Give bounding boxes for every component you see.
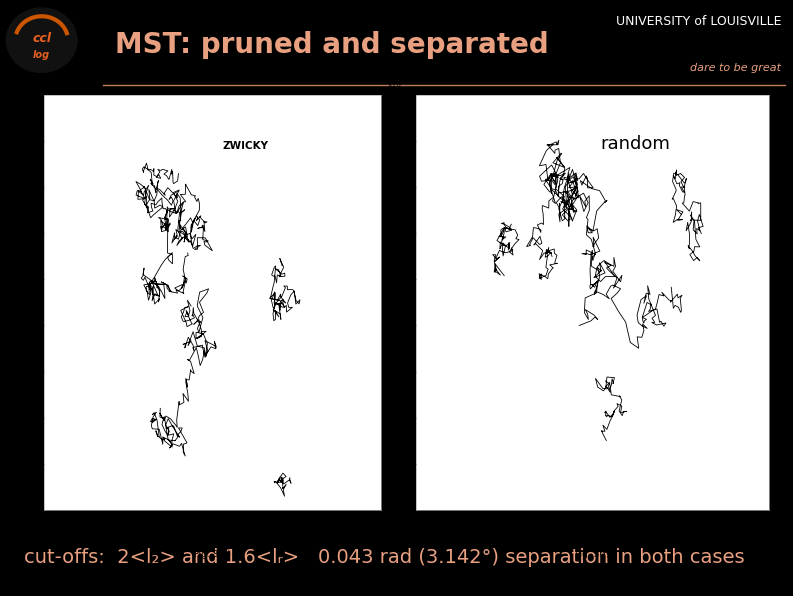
Text: MST: pruned and separated: MST: pruned and separated [115, 31, 549, 58]
Circle shape [6, 8, 77, 73]
Text: x10: x10 [384, 536, 398, 545]
Text: x10: x10 [17, 80, 31, 89]
Text: log: log [33, 50, 50, 60]
Text: cut-offs:  2<l₂> and 1.6<lᵣ>: cut-offs: 2<l₂> and 1.6<lᵣ> [24, 548, 299, 567]
Y-axis label: DEC
(deg): DEC (deg) [385, 290, 404, 315]
Text: Fig. 3(f): Fig. 3(f) [576, 550, 610, 559]
X-axis label: Φ (deg): Φ (deg) [576, 526, 610, 535]
Text: ccl: ccl [33, 32, 51, 45]
Text: 0.043 rad (3.142°) separation in both cases: 0.043 rad (3.142°) separation in both ca… [293, 548, 745, 567]
Text: Fig. 3(e): Fig. 3(e) [193, 550, 231, 559]
Text: x10: x10 [772, 536, 787, 545]
Text: ZWICKY: ZWICKY [223, 141, 269, 151]
Text: Galaxy Clustering: Galaxy Clustering [293, 74, 374, 83]
Text: dare to be great: dare to be great [690, 63, 781, 73]
Text: UNIVERSITY of LOUISVILLE: UNIVERSITY of LOUISVILLE [615, 15, 781, 28]
Y-axis label: DEC
(deg): DEC (deg) [13, 290, 32, 315]
X-axis label: Φ (deg): Φ (deg) [195, 526, 229, 535]
Text: x10: x10 [388, 80, 402, 89]
Text: random: random [600, 135, 670, 153]
